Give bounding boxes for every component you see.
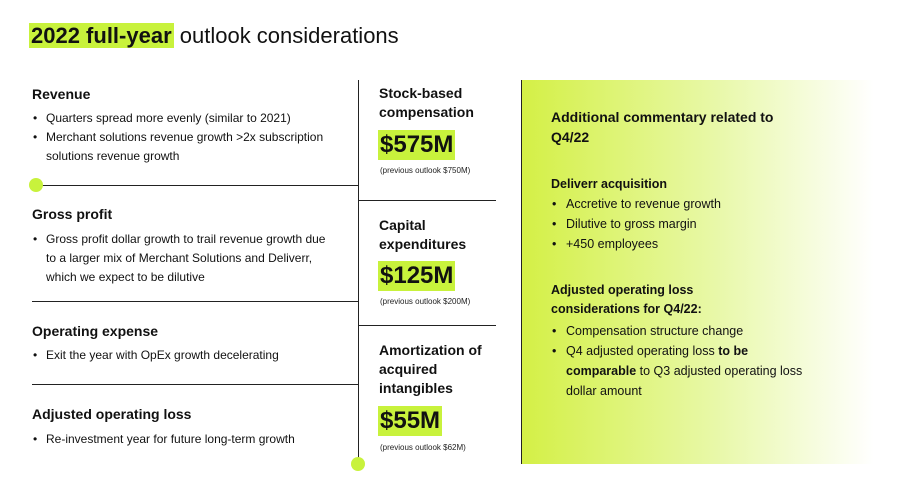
list-item: Accretive to revenue growth [551,194,851,214]
capital-expenditures-note: (previous outlook $200M) [380,297,471,306]
stock-based-compensation-label: Stock-based compensation [379,85,474,120]
section-heading-operating-expense: Operating expense [32,323,159,339]
section-heading-adjusted-operating-loss: Adjusted operating loss [32,406,192,422]
bullet-emphasis: to be comparable [566,344,749,378]
stock-based-compensation-value: $575M [378,130,456,160]
list-item: +450 employees [551,234,851,254]
bullet-text: to Q3 adjusted operating loss dollar amo… [566,364,803,398]
divider [36,185,358,186]
stock-based-compensation-note: (previous outlook $750M) [380,166,471,175]
adj-loss-heading: Adjusted operating loss considerations f… [551,283,702,316]
divider [32,301,358,302]
list-item: Gross profit dollar growth to trail reve… [32,230,332,287]
list-item: Compensation structure change [551,321,821,341]
divider [32,384,358,385]
timeline-dot [29,178,43,192]
list-item: Dilutive to gross margin [551,214,851,234]
section-heading-gross-profit: Gross profit [32,206,113,222]
timeline-dot [351,457,365,471]
list-item: Exit the year with OpEx growth decelerat… [32,346,332,365]
amortization-value: $55M [378,406,443,436]
divider [358,200,496,201]
list-item: Merchant solutions revenue growth >2x su… [32,128,332,166]
section-heading-revenue: Revenue [32,86,91,102]
page-title: 2022 full-year outlook considerations [29,22,399,50]
title-highlight: 2022 full-year [29,23,174,48]
list-item: Q4 adjusted operating loss to be compara… [551,341,821,401]
bullet-text: Q4 adjusted operating loss [566,344,719,358]
title-rest: outlook considerations [173,23,399,48]
panel-heading: Additional commentary related to Q4/22 [551,109,774,145]
amortization-note: (previous outlook $62M) [380,443,466,452]
deliverr-heading: Deliverr acquisition [551,177,668,191]
revenue-bullets: Quarters spread more evenly (similar to … [32,109,332,166]
vertical-divider [358,80,359,462]
adjusted-operating-loss-bullets: Re-investment year for future long-term … [32,430,332,449]
divider [358,325,496,326]
capital-expenditures-value: $125M [378,261,456,291]
gross-profit-bullets: Gross profit dollar growth to trail reve… [32,230,332,287]
list-item: Quarters spread more evenly (similar to … [32,109,332,128]
deliverr-bullets: Accretive to revenue growth Dilutive to … [551,194,851,254]
list-item: Re-investment year for future long-term … [32,430,332,449]
amortization-label: Amortization of acquired intangibles [379,342,482,396]
capital-expenditures-label: Capital expenditures [379,217,467,252]
operating-expense-bullets: Exit the year with OpEx growth decelerat… [32,346,332,365]
panel-border [521,80,522,464]
adj-loss-bullets: Compensation structure change Q4 adjuste… [551,321,821,401]
